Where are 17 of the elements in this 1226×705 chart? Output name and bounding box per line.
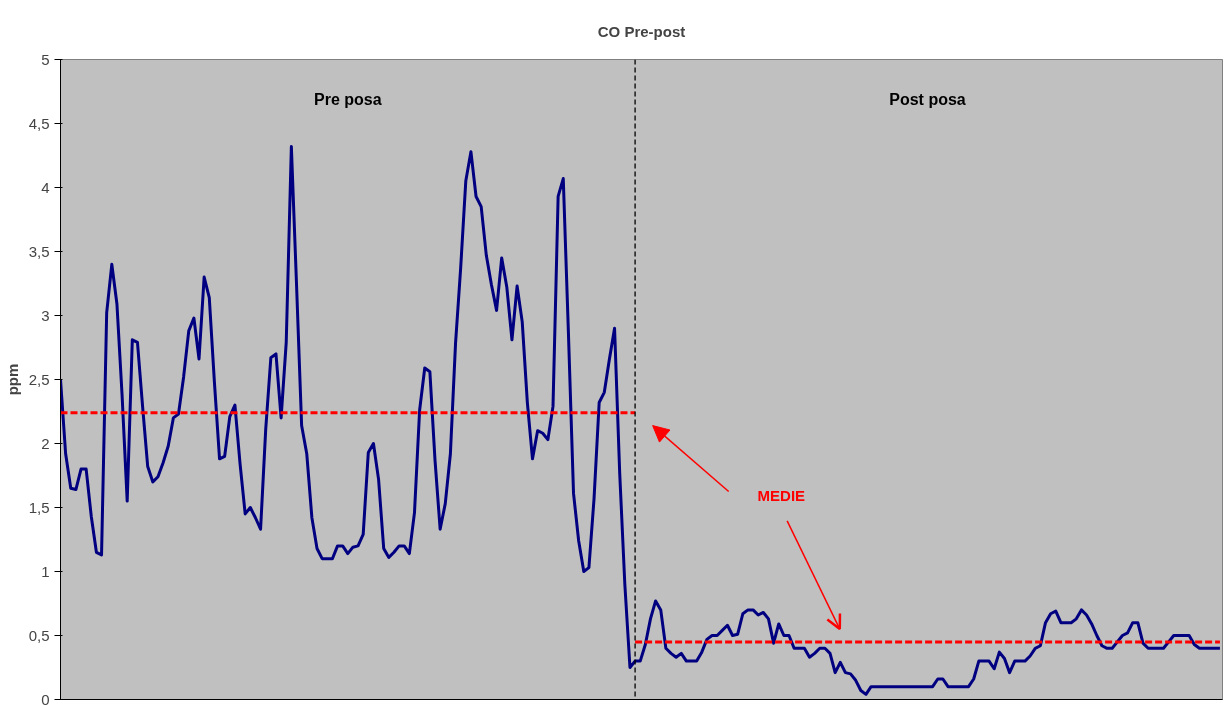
y-tick-label: 2,5 <box>28 370 50 388</box>
y-tick-label: 1 <box>41 562 50 580</box>
y-tick-label: 3 <box>41 306 50 324</box>
y-tick-label: 4,5 <box>28 114 50 132</box>
y-tick-label: 5 <box>41 50 50 68</box>
line-series <box>60 145 1222 696</box>
y-tick-label: 0 <box>41 690 50 705</box>
y-axis-title: ppm <box>3 363 21 396</box>
chart-title: CO Pre-post <box>597 22 686 40</box>
y-tick-label: 1,5 <box>28 498 50 516</box>
y-tick-label: 2 <box>41 434 50 452</box>
y-tick-label: 3,5 <box>28 242 50 260</box>
y-tick-label: 4 <box>41 178 50 196</box>
annotation: Post posa <box>889 90 966 108</box>
y-tick-label: 0,5 <box>28 626 50 644</box>
annotation: MEDIE <box>757 486 806 504</box>
annotation: Pre posa <box>314 90 382 108</box>
